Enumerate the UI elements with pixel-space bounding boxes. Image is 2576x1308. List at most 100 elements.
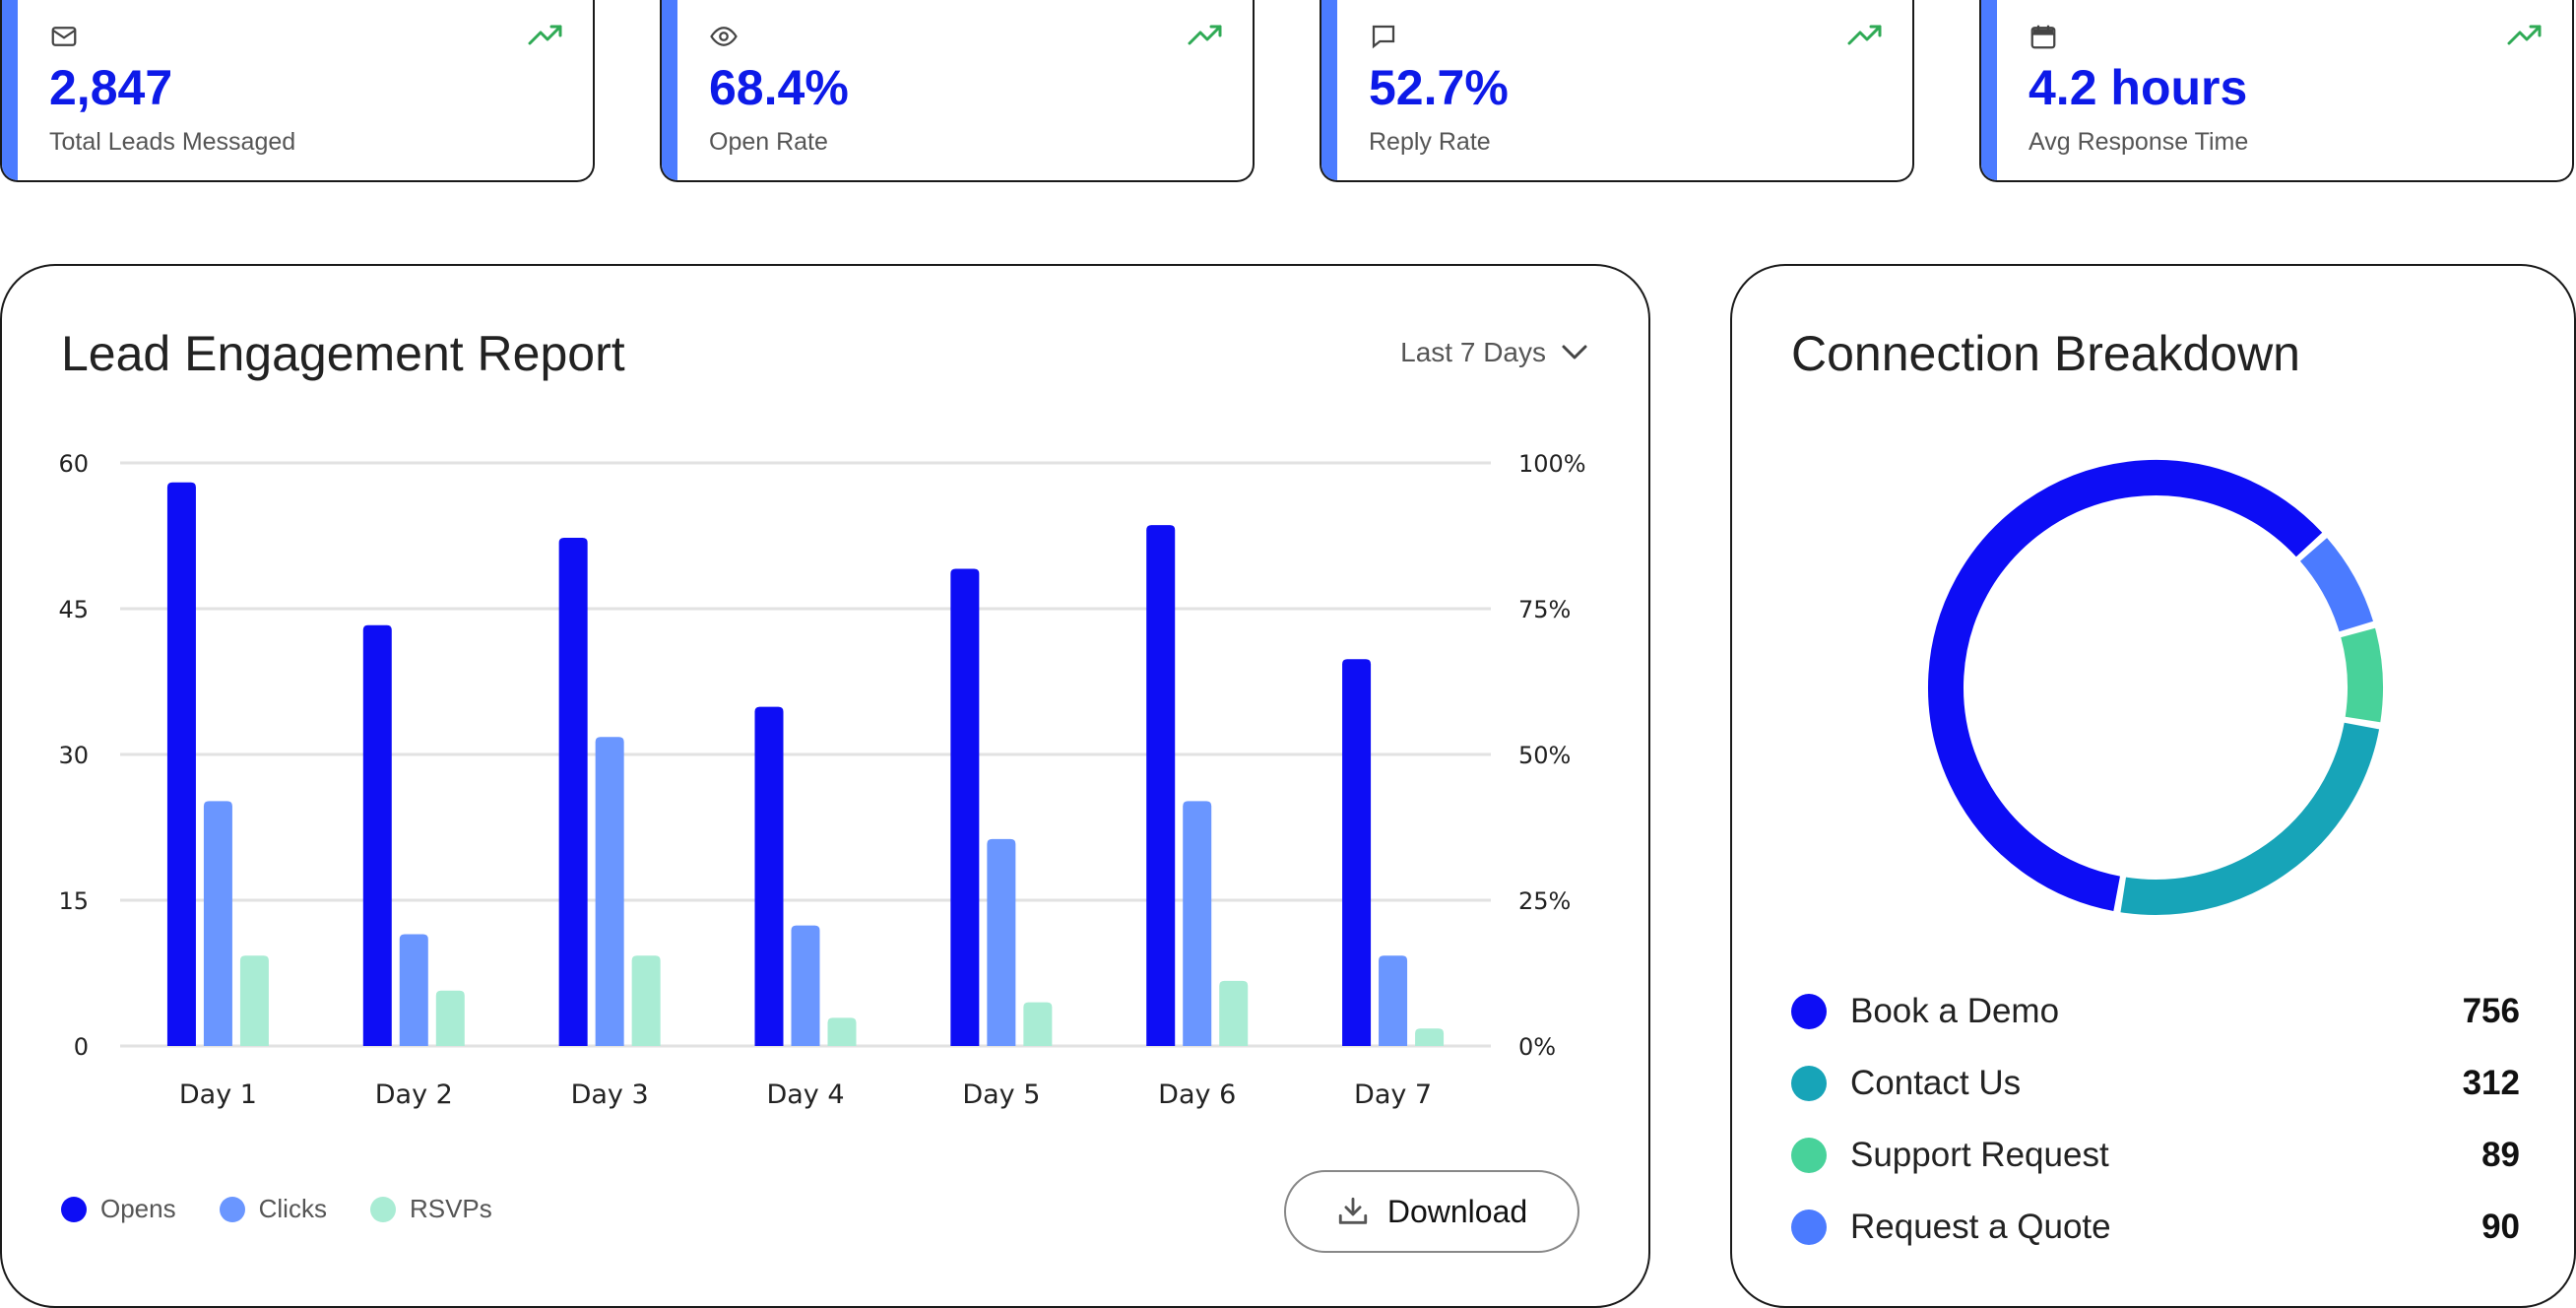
legend-dot	[1791, 1209, 1827, 1245]
y2-tick-label: 75%	[1518, 596, 1571, 623]
donut-slice	[1928, 460, 2323, 912]
stat-value: 52.7%	[1369, 60, 1509, 115]
breakdown-title: Connection Breakdown	[1791, 326, 2300, 381]
download-button[interactable]: Download	[1284, 1170, 1579, 1253]
y-tick-label: 15	[58, 887, 89, 915]
breakdown-label: Book a Demo	[1850, 991, 2060, 1030]
donut-slice	[2341, 627, 2383, 723]
x-tick-label: Day 5	[962, 1079, 1040, 1110]
stat-card-open-rate: 68.4% Open Rate	[660, 0, 1255, 182]
legend-label: Clicks	[258, 1194, 327, 1223]
legend-item-clicks: Clicks	[219, 1194, 327, 1224]
bar-rsvps	[239, 955, 269, 1046]
stat-value: 68.4%	[709, 60, 849, 115]
y-tick-label: 45	[58, 596, 89, 623]
legend-dot	[1791, 993, 1827, 1029]
chart-legend: Opens Clicks RSVPs	[61, 1194, 492, 1224]
bar-clicks	[399, 934, 428, 1046]
x-tick-label: Day 4	[766, 1079, 844, 1110]
bar-opens	[558, 537, 588, 1046]
bar-clicks	[595, 737, 624, 1046]
y-tick-label: 30	[58, 742, 89, 769]
y2-tick-label: 50%	[1518, 742, 1571, 769]
list-item: Book a Demo 756	[1791, 975, 2520, 1047]
y2-tick-label: 25%	[1518, 887, 1571, 915]
download-icon	[1338, 1197, 1368, 1224]
legend-label: Opens	[100, 1194, 176, 1223]
breakdown-value: 312	[2462, 1063, 2520, 1102]
connection-donut-chart	[1928, 460, 2383, 915]
legend-dot	[61, 1196, 87, 1222]
legend-dot	[369, 1196, 396, 1222]
legend-label: RSVPs	[409, 1194, 492, 1223]
legend-dot	[1791, 1137, 1827, 1173]
card-accent	[1981, 0, 1997, 180]
bar-rsvps	[1415, 1028, 1445, 1046]
donut-slice	[2120, 722, 2380, 915]
bar-rsvps	[1219, 980, 1249, 1046]
download-label: Download	[1386, 1193, 1528, 1229]
stat-value: 4.2 hours	[2029, 60, 2248, 115]
bar-opens	[754, 706, 784, 1046]
legend-dot	[1791, 1065, 1827, 1101]
stat-card-leads: 2,847 Total Leads Messaged	[0, 0, 595, 182]
eye-icon	[710, 27, 738, 46]
bar-rsvps	[827, 1017, 857, 1046]
list-item: Contact Us 312	[1791, 1047, 2520, 1119]
bar-clicks	[987, 838, 1016, 1046]
breakdown-value: 756	[2462, 991, 2520, 1030]
engagement-chart: 0 0% 15 25% 30 50% 45 75% 60 100% Day 1 Day 2 Day 3 D…	[58, 450, 1586, 1110]
trend-up-icon	[1188, 25, 1222, 45]
bar-rsvps	[631, 955, 661, 1046]
x-tick-label: Day 7	[1354, 1079, 1432, 1110]
stat-label: Total Leads Messaged	[49, 128, 296, 156]
message-icon	[1372, 25, 1395, 49]
stat-card-response-time: 4.2 hours Avg Response Time	[1979, 0, 2574, 182]
bar-clicks	[203, 801, 232, 1046]
stat-label: Open Rate	[709, 128, 828, 156]
x-tick-label: Day 3	[571, 1079, 649, 1110]
card-accent	[662, 0, 677, 180]
card-accent	[2, 0, 18, 180]
bar-rsvps	[435, 990, 465, 1046]
mail-icon	[51, 27, 77, 46]
x-tick-label: Day 1	[179, 1079, 257, 1110]
bar-opens	[1146, 525, 1176, 1046]
bar-opens	[166, 482, 196, 1046]
breakdown-label: Contact Us	[1850, 1063, 2022, 1102]
legend-dot	[219, 1196, 245, 1222]
trend-up-icon	[528, 25, 562, 45]
stat-label: Reply Rate	[1369, 128, 1491, 156]
y2-tick-label: 100%	[1518, 450, 1586, 478]
legend-item-opens: Opens	[61, 1194, 176, 1224]
breakdown-panel: Connection Breakdown Book a Demo 756 Con…	[1730, 264, 2576, 1308]
stat-value: 2,847	[49, 60, 173, 115]
y-tick-label: 60	[58, 450, 89, 478]
trend-up-icon	[2507, 25, 2542, 45]
bar-opens	[362, 624, 392, 1046]
bar-opens	[1342, 659, 1372, 1046]
y2-tick-label: 0%	[1518, 1033, 1556, 1061]
bar-clicks	[1379, 955, 1408, 1046]
date-range-dropdown[interactable]: Last 7 Days	[1400, 337, 1589, 368]
legend-item-rsvps: RSVPs	[369, 1194, 492, 1224]
chevron-down-icon	[1562, 345, 1587, 360]
x-tick-label: Day 6	[1158, 1079, 1236, 1110]
breakdown-value: 89	[2481, 1135, 2520, 1174]
bar-clicks	[1183, 801, 1212, 1046]
bar-clicks	[791, 925, 820, 1046]
list-item: Request a Quote 90	[1791, 1191, 2520, 1263]
donut-slice	[2299, 538, 2374, 632]
y-tick-label: 0	[74, 1033, 89, 1061]
trend-up-icon	[1847, 25, 1882, 45]
x-tick-label: Day 2	[375, 1079, 453, 1110]
bar-opens	[950, 568, 980, 1046]
card-accent	[1321, 0, 1337, 180]
breakdown-list: Book a Demo 756 Contact Us 312 Support R…	[1791, 975, 2520, 1263]
breakdown-label: Request a Quote	[1850, 1207, 2111, 1246]
page-title: Lead Engagement Report	[61, 326, 625, 381]
calendar-icon	[2030, 25, 2056, 49]
breakdown-label: Support Request	[1850, 1135, 2109, 1174]
bar-rsvps	[1023, 1002, 1053, 1046]
stat-card-reply-rate: 52.7% Reply Rate	[1320, 0, 1914, 182]
